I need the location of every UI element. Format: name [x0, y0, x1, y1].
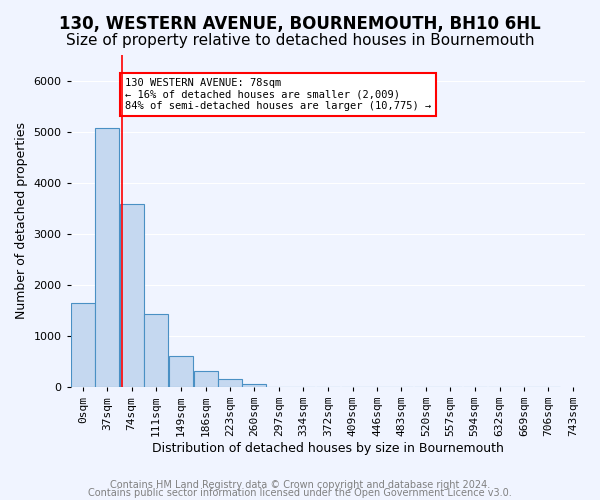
Text: Contains HM Land Registry data © Crown copyright and database right 2024.: Contains HM Land Registry data © Crown c…: [110, 480, 490, 490]
Text: 130, WESTERN AVENUE, BOURNEMOUTH, BH10 6HL: 130, WESTERN AVENUE, BOURNEMOUTH, BH10 6…: [59, 15, 541, 33]
Bar: [71, 302, 95, 387]
Bar: [242, 384, 266, 387]
Y-axis label: Number of detached properties: Number of detached properties: [15, 122, 28, 320]
Bar: [218, 379, 242, 387]
Bar: [95, 128, 119, 387]
Text: 130 WESTERN AVENUE: 78sqm
← 16% of detached houses are smaller (2,009)
84% of se: 130 WESTERN AVENUE: 78sqm ← 16% of detac…: [125, 78, 431, 111]
X-axis label: Distribution of detached houses by size in Bournemouth: Distribution of detached houses by size …: [152, 442, 504, 455]
Text: Size of property relative to detached houses in Bournemouth: Size of property relative to detached ho…: [66, 32, 534, 48]
Bar: [194, 372, 218, 387]
Bar: [144, 314, 168, 387]
Text: Contains public sector information licensed under the Open Government Licence v3: Contains public sector information licen…: [88, 488, 512, 498]
Bar: [169, 356, 193, 387]
Bar: [119, 204, 144, 387]
